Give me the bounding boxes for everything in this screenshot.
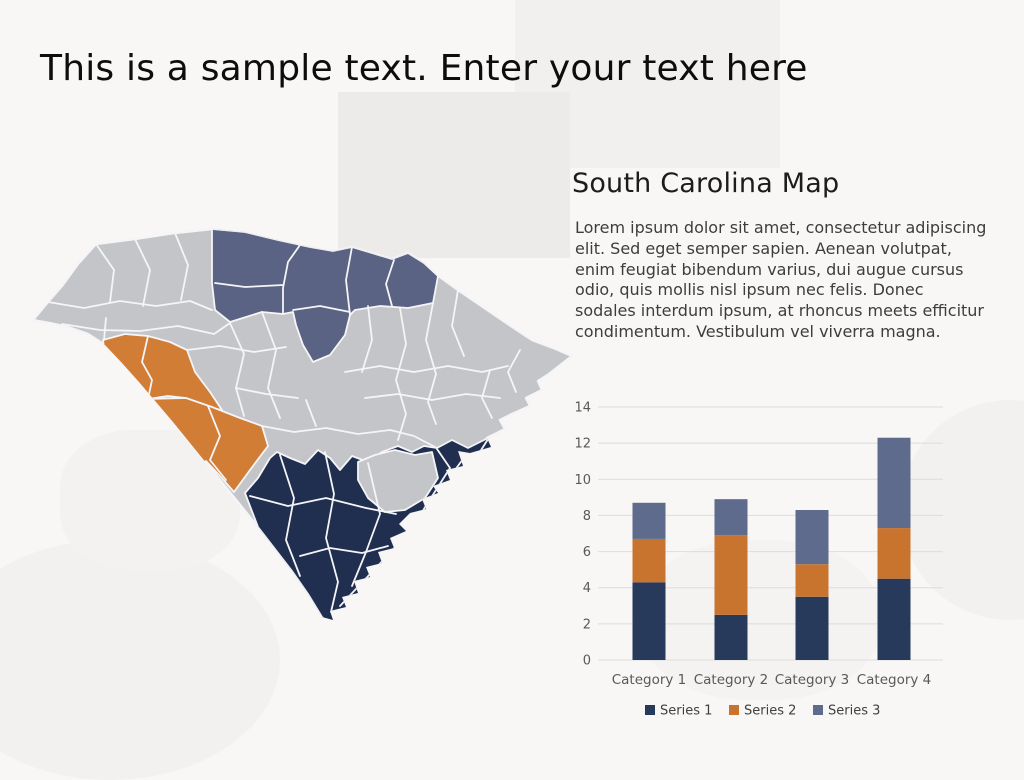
y-axis-tick-label: 4: [583, 581, 591, 596]
legend-swatch: [729, 705, 739, 715]
bar-segment-series-1: [632, 582, 666, 660]
legend-swatch: [645, 705, 655, 715]
bar-segment-series-3: [795, 510, 829, 565]
section-heading: South Carolina Map: [572, 168, 840, 199]
bar-segment-series-1: [714, 614, 748, 660]
bar-segment-series-3: [632, 502, 666, 539]
legend-label: Series 3: [828, 704, 880, 719]
y-axis-tick-label: 8: [583, 509, 591, 524]
legend-label: Series 1: [660, 704, 712, 719]
bar-segment-series-2: [877, 528, 911, 579]
section-body: Lorem ipsum dolor sit amet, consectetur …: [575, 218, 987, 341]
stacked-bar-chart: 0 2 4 6 8 10 12 14 Category 1 Category 2 Category …: [574, 401, 943, 719]
y-axis-tick-label: 6: [583, 545, 591, 560]
x-axis-category-label: Category 2: [694, 672, 769, 688]
y-axis-tick-label: 2: [583, 617, 591, 632]
y-axis-tick-label: 12: [574, 437, 591, 452]
county-region-gray-pocket: [357, 449, 439, 513]
x-axis-category-label: Category 4: [857, 672, 932, 688]
y-axis-tick-label: 14: [574, 401, 591, 416]
x-axis-category-label: Category 1: [612, 672, 687, 688]
south-carolina-map: [31, 227, 573, 622]
bar-segment-series-1: [795, 596, 829, 660]
bar-segment-series-2: [632, 538, 666, 583]
x-axis-category-label: Category 3: [775, 672, 850, 688]
bar-segment-series-1: [877, 578, 911, 660]
bar-segment-series-2: [714, 535, 748, 615]
y-axis-tick-label: 0: [583, 654, 591, 669]
legend-label: Series 2: [744, 704, 796, 719]
bar-segment-series-2: [795, 564, 829, 597]
y-axis-tick-label: 10: [574, 473, 591, 488]
bar-segment-series-3: [877, 437, 911, 529]
legend-swatch: [813, 705, 823, 715]
bar-segment-series-3: [714, 499, 748, 536]
slide-title: This is a sample text. Enter your text h…: [40, 48, 808, 89]
